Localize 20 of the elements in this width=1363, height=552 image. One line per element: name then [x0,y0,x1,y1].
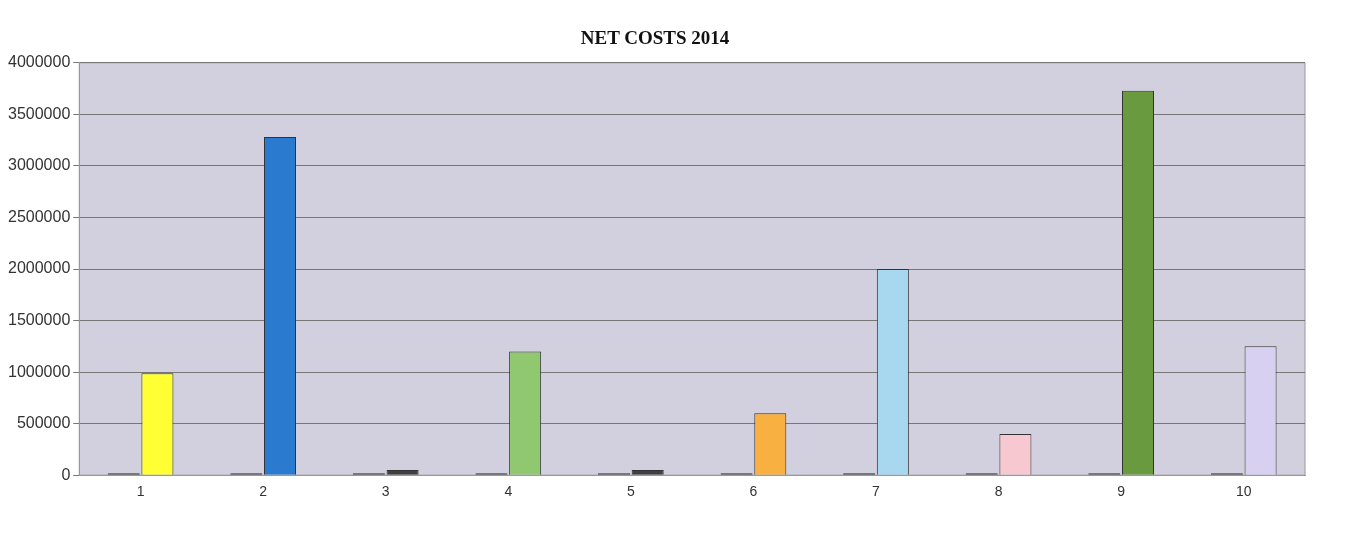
x-tick-label: 3 [381,483,390,500]
chart-title: NET COSTS 2014 [580,27,730,49]
y-tick-label: 4000000 [7,53,71,71]
x-tick-label: 9 [1117,483,1126,500]
x-tick-label: 1 [136,483,145,500]
y-tick-label: 0 [61,465,71,483]
x-tick-label: 4 [504,483,513,500]
x-tick-label: 10 [1235,483,1252,500]
y-tick-label: 3500000 [7,104,71,122]
y-tick-label: 1000000 [7,362,71,380]
x-tick-label: 6 [749,483,758,500]
y-tick-label: 3000000 [7,156,71,174]
y-tick-label: 2500000 [7,207,71,225]
x-tick-label: 8 [994,483,1003,500]
y-tick-label: 500000 [16,414,71,432]
x-tick-label: 5 [626,483,635,500]
y-tick-label: 1500000 [7,310,71,328]
y-tick-label: 2000000 [7,259,71,277]
x-tick-label: 2 [259,483,268,500]
x-tick-label: 7 [872,483,881,500]
